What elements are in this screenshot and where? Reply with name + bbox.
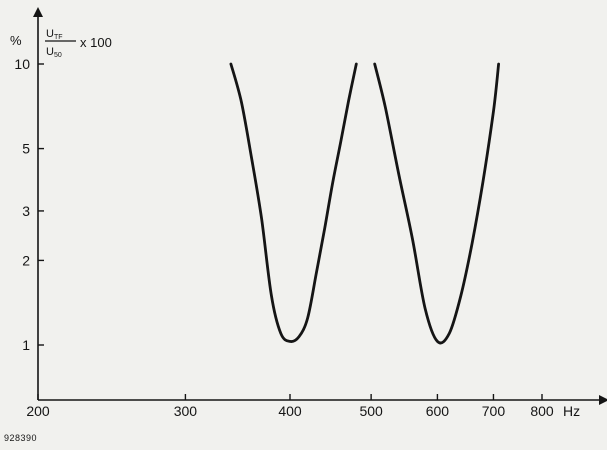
x-tick-label: 700 xyxy=(482,403,506,419)
x-tick-label: 400 xyxy=(278,403,302,419)
y-tick-label: 3 xyxy=(22,203,30,219)
y-unit-label: % xyxy=(10,33,22,48)
x-ticks: 200 300 400 500 600 700 800 xyxy=(26,394,554,419)
x-tick-label: 800 xyxy=(530,403,554,419)
y-ticks: 1 2 3 5 10 xyxy=(14,56,44,353)
y-tick-label: 5 xyxy=(22,141,30,157)
series-layer xyxy=(229,62,500,345)
ylabel-denominator: U50 xyxy=(46,46,62,59)
x-tick-label: 600 xyxy=(426,403,450,419)
y-tick-label: 1 xyxy=(22,337,30,353)
x-tick-label: 300 xyxy=(174,403,198,419)
y-tick-label: 10 xyxy=(14,56,30,72)
ylabel-multiplier: x 100 xyxy=(80,35,112,50)
x-tick-label: 200 xyxy=(26,403,50,419)
axes xyxy=(33,7,607,405)
ylabel-numerator: UTF xyxy=(46,28,63,41)
y-tick-label: 2 xyxy=(22,252,30,268)
reference-number: 928390 xyxy=(4,433,37,443)
x-tick-label: 500 xyxy=(359,403,383,419)
y-axis-label: % UTF U50 x 100 xyxy=(10,28,112,59)
x-unit-label: Hz xyxy=(563,403,580,419)
series-line-1 xyxy=(229,62,358,343)
series-line-2 xyxy=(373,62,500,345)
